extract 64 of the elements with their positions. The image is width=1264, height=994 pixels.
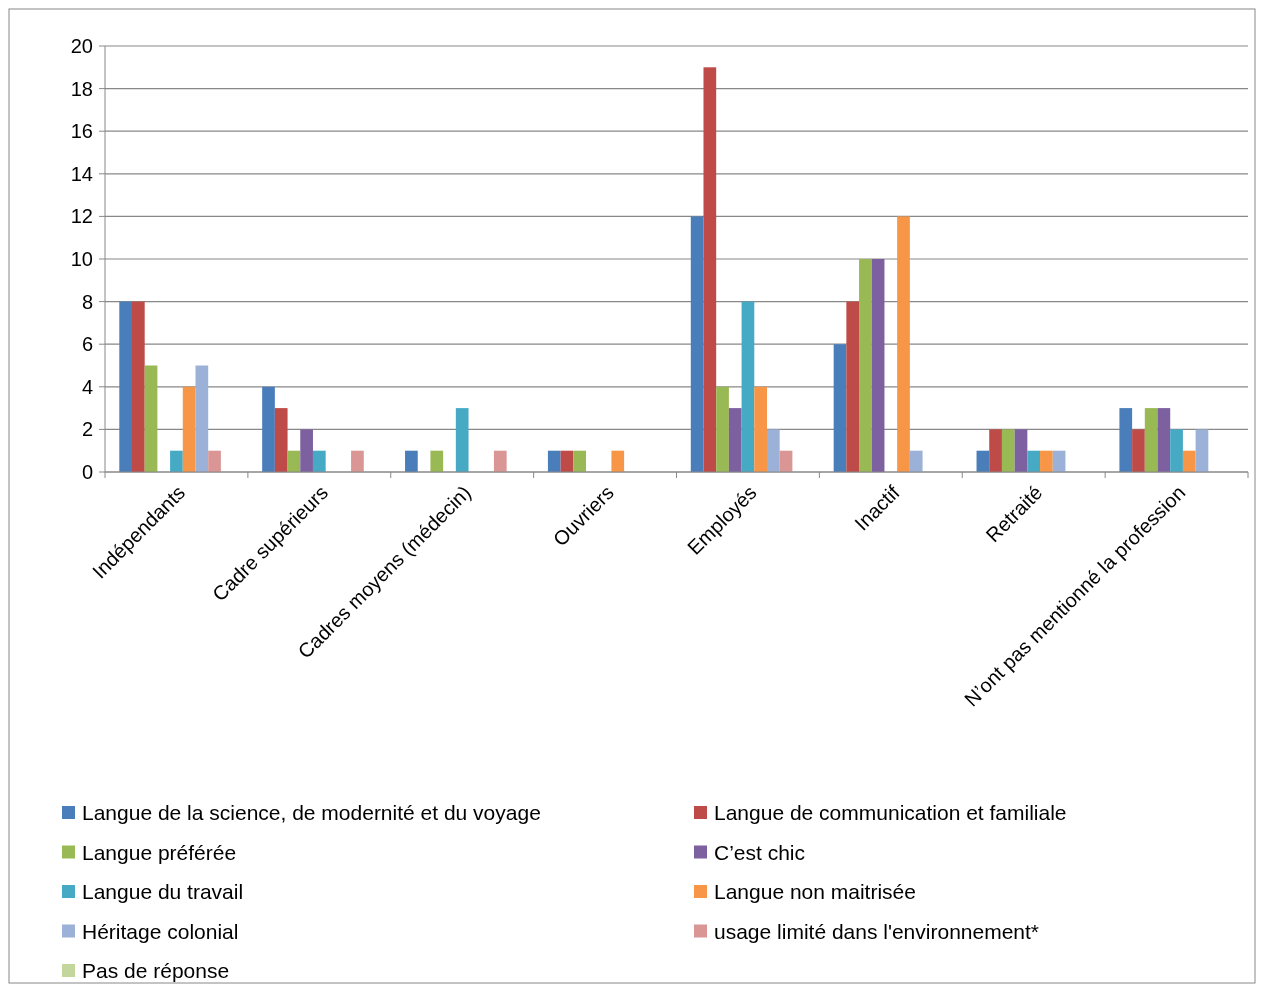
bar	[703, 67, 717, 472]
bar	[754, 386, 767, 472]
y-tick-label: 2	[81, 418, 93, 441]
legend-label: Langue de la science, de modernité et du voyage	[82, 801, 541, 825]
bar	[1040, 450, 1053, 472]
bar	[833, 344, 847, 472]
bar	[493, 450, 507, 472]
legend-label: Langue de communication et familiale	[714, 801, 1067, 825]
bar	[989, 429, 1002, 472]
y-tick-label: 12	[70, 205, 93, 228]
bar	[131, 301, 145, 472]
legend-label: Langue non maitrisée	[714, 880, 916, 904]
legend-label: Héritage colonial	[82, 919, 239, 943]
bar	[1001, 429, 1015, 472]
bar	[208, 450, 221, 472]
legend-label: usage limité dans l'environnement*	[714, 919, 1040, 943]
y-tick-label: 16	[70, 120, 93, 143]
y-tick-label: 4	[81, 375, 93, 398]
bar	[1195, 429, 1209, 472]
bar	[728, 408, 742, 472]
bar	[144, 365, 158, 472]
bar	[716, 386, 729, 472]
bar	[897, 216, 910, 472]
bar	[455, 408, 469, 472]
bar	[766, 429, 780, 472]
y-tick-label: 14	[70, 162, 93, 185]
bar	[1144, 408, 1158, 472]
bar	[1027, 450, 1041, 472]
bar	[859, 259, 872, 472]
y-tick-label: 18	[70, 77, 93, 100]
bar	[1014, 429, 1028, 472]
bar	[182, 386, 196, 472]
bar	[1182, 450, 1196, 472]
bar	[846, 301, 860, 472]
bar	[430, 450, 444, 472]
y-tick-label: 8	[81, 290, 93, 313]
bar	[405, 450, 418, 472]
y-tick-label: 0	[81, 461, 93, 483]
y-tick-label: 6	[81, 333, 93, 356]
legend-label: Langue préférée	[82, 840, 237, 864]
bar	[262, 386, 275, 472]
bar	[741, 301, 755, 472]
bar	[274, 408, 288, 472]
bar	[1170, 429, 1183, 472]
bar	[690, 216, 704, 472]
bar	[1157, 408, 1171, 472]
bar	[909, 450, 923, 472]
bar	[1132, 429, 1145, 472]
bar	[170, 450, 183, 472]
y-tick-label: 10	[70, 248, 93, 270]
bar	[300, 429, 313, 472]
bar	[573, 450, 587, 472]
y-tick-label: 20	[70, 35, 93, 57]
legend-label: Langue du travail	[82, 880, 244, 904]
bar	[871, 259, 885, 472]
bar	[611, 450, 625, 472]
legend-label: Pas de réponse	[82, 959, 230, 983]
bar	[119, 301, 132, 472]
bar	[547, 450, 561, 472]
bar	[1119, 408, 1133, 472]
bar	[195, 365, 209, 472]
legend-label: C’est chic	[714, 840, 806, 864]
bar	[351, 450, 364, 472]
bar	[312, 450, 326, 472]
